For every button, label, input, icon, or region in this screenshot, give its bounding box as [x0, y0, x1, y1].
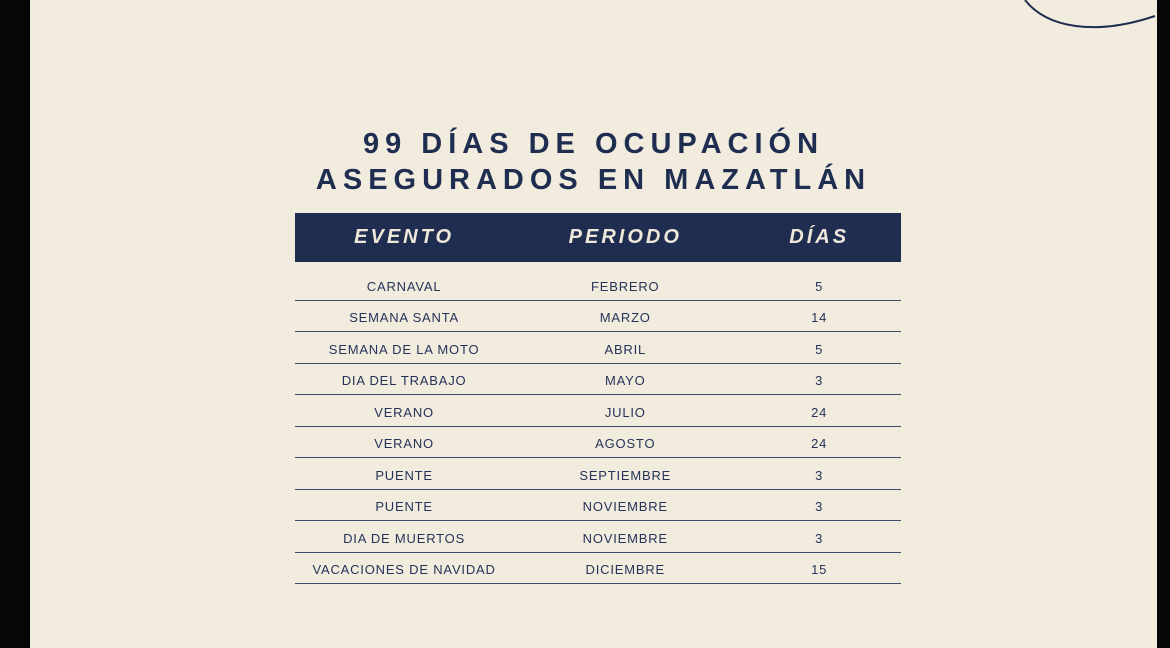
event-cell: SEMANA SANTA	[349, 310, 459, 325]
days-cell: 3	[815, 373, 824, 388]
days-cell: 5	[815, 278, 824, 294]
period-cell: MAYO	[605, 373, 646, 388]
page-title-line2: ASEGURADOS EN MAZATLÁN	[315, 164, 872, 196]
header-periodo: PERIODO	[568, 226, 682, 248]
events-table: EVENTO PERIODO DÍAS CARNAVAL FEBRERO 5 S…	[295, 213, 901, 584]
period-cell: NOVIEMBRE	[582, 530, 668, 546]
table-row: DIA DE MUERTOS NOVIEMBRE 3	[295, 521, 901, 553]
period-cell: NOVIEMBRE	[582, 499, 668, 514]
event-cell: PUENTE	[375, 467, 433, 483]
table-row: VACACIONES DE NAVIDAD DICIEMBRE 15	[295, 553, 901, 584]
page-title: 99 DÍAS DE OCUPACIÓN ASEGURADOS EN MAZAT…	[30, 126, 1157, 198]
event-cell: DIA DEL TRABAJO	[341, 373, 467, 388]
period-cell: DICIEMBRE	[585, 562, 665, 577]
table-row: PUENTE SEPTIEMBRE 3	[295, 458, 901, 490]
table-row: DIA DEL TRABAJO MAYO 3	[295, 364, 901, 395]
header-dias: DÍAS	[789, 226, 850, 248]
table-row: SEMANA SANTA MARZO 14	[295, 301, 901, 332]
page-title-line1: 99 DÍAS DE OCUPACIÓN	[362, 128, 825, 160]
period-cell: ABRIL	[604, 341, 647, 357]
event-cell: VERANO	[374, 436, 434, 451]
days-cell: 14	[811, 310, 828, 325]
event-cell: CARNAVAL	[366, 278, 442, 294]
days-cell: 3	[815, 530, 824, 546]
days-cell: 24	[811, 404, 828, 420]
days-cell: 3	[815, 467, 824, 483]
decorative-swoosh-icon	[1024, 0, 1156, 29]
table-row: CARNAVAL FEBRERO 5	[295, 269, 901, 301]
period-cell: SEPTIEMBRE	[579, 467, 672, 483]
days-cell: 15	[811, 562, 828, 577]
table-header-row: EVENTO PERIODO DÍAS	[295, 213, 901, 262]
period-cell: AGOSTO	[595, 436, 656, 451]
table-row: PUENTE NOVIEMBRE 3	[295, 490, 901, 521]
left-black-bar	[0, 0, 30, 648]
period-cell: MARZO	[599, 310, 651, 325]
event-cell: VERANO	[374, 404, 434, 420]
table-row: SEMANA DE LA MOTO ABRIL 5	[295, 332, 901, 364]
table-body: CARNAVAL FEBRERO 5 SEMANA SANTA MARZO 14…	[295, 269, 901, 584]
event-cell: SEMANA DE LA MOTO	[328, 341, 480, 357]
event-cell: PUENTE	[375, 499, 433, 514]
period-cell: FEBRERO	[591, 278, 660, 294]
table-row: VERANO JULIO 24	[295, 395, 901, 427]
days-cell: 5	[815, 341, 824, 357]
header-evento: EVENTO	[354, 226, 455, 248]
days-cell: 3	[815, 499, 824, 514]
days-cell: 24	[811, 436, 828, 451]
right-black-bar	[1157, 0, 1170, 648]
event-cell: DIA DE MUERTOS	[343, 530, 466, 546]
event-cell: VACACIONES DE NAVIDAD	[312, 562, 496, 577]
table-row: VERANO AGOSTO 24	[295, 427, 901, 458]
period-cell: JULIO	[604, 404, 646, 420]
